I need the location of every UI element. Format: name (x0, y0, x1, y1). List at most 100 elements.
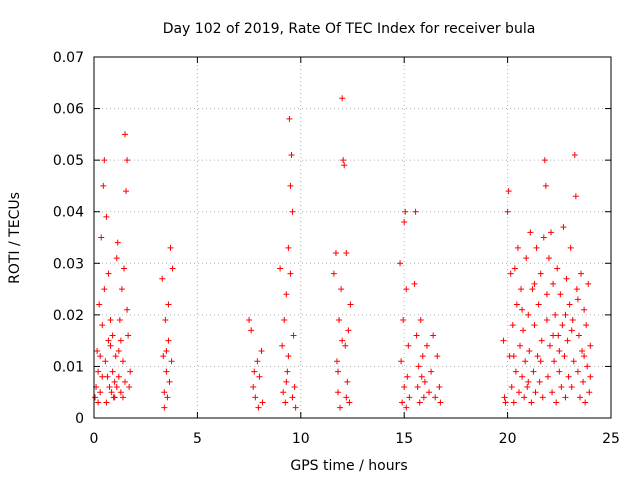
data-point (504, 208, 511, 215)
data-point (256, 373, 263, 380)
data-point (430, 332, 437, 339)
data-point (551, 358, 558, 365)
data-point (585, 280, 592, 287)
data-point (332, 249, 339, 256)
data-point (255, 404, 262, 411)
data-point (584, 363, 591, 370)
data-point (586, 389, 593, 396)
data-point (539, 394, 546, 401)
data-point (398, 358, 405, 365)
data-point (399, 399, 406, 406)
y-tick-label: 0.05 (53, 153, 84, 169)
data-point (531, 322, 538, 329)
data-point (415, 363, 422, 370)
data-point (338, 286, 345, 293)
data-point (336, 317, 343, 324)
data-point (163, 368, 170, 375)
data-point (555, 332, 562, 339)
data-point (127, 368, 134, 375)
x-tick-label: 20 (499, 431, 517, 447)
data-point (534, 353, 541, 360)
data-point (103, 399, 110, 406)
data-point (571, 151, 578, 158)
data-point (397, 260, 404, 267)
data-point (108, 389, 115, 396)
data-point (339, 337, 346, 344)
data-point (168, 358, 175, 365)
data-point (287, 182, 294, 189)
y-tick-label: 0.04 (53, 205, 84, 221)
data-point (561, 353, 568, 360)
data-point (405, 342, 412, 349)
data-point (426, 389, 433, 396)
y-tick-label: 0.06 (53, 102, 84, 118)
data-point (524, 384, 531, 391)
grid-lines (94, 57, 611, 418)
data-point (557, 291, 564, 298)
data-point (432, 394, 439, 401)
x-tick-label: 25 (602, 431, 620, 447)
data-point (574, 368, 581, 375)
y-axis-label: ROTI / TECUs (7, 192, 23, 284)
data-point (115, 373, 122, 380)
data-point (333, 358, 340, 365)
data-point (562, 311, 569, 318)
data-point (163, 347, 170, 354)
data-point (95, 399, 102, 406)
data-point (531, 280, 538, 287)
data-point (400, 317, 407, 324)
data-point (289, 394, 296, 401)
x-tick-label: 5 (193, 431, 202, 447)
data-point (122, 131, 129, 138)
data-point (95, 368, 102, 375)
data-point (126, 384, 133, 391)
data-point (520, 327, 527, 334)
data-point (107, 342, 114, 349)
data-point (527, 229, 534, 236)
data-point (282, 399, 289, 406)
y-tick-label: 0.01 (53, 359, 84, 375)
data-point (414, 384, 421, 391)
data-point (528, 399, 535, 406)
data-point (537, 270, 544, 277)
data-point (117, 337, 124, 344)
data-point (587, 342, 594, 349)
data-point (510, 399, 517, 406)
data-point (330, 270, 337, 277)
data-point (583, 322, 590, 329)
data-point (114, 239, 121, 246)
data-point (287, 270, 294, 277)
data-point (505, 188, 512, 195)
data-point (418, 373, 425, 380)
data-point (537, 358, 544, 365)
data-point (102, 358, 109, 365)
data-point (421, 378, 428, 385)
data-point (283, 291, 290, 298)
data-point (116, 317, 123, 324)
data-point (165, 301, 172, 308)
data-point (411, 280, 418, 287)
data-point (532, 389, 539, 396)
data-point (582, 399, 589, 406)
data-point (548, 229, 555, 236)
data-point (402, 208, 409, 215)
data-point (288, 151, 295, 158)
data-point (122, 378, 129, 385)
data-point (289, 208, 296, 215)
data-point (574, 296, 581, 303)
data-point (558, 384, 565, 391)
data-point (113, 255, 120, 262)
data-point (339, 95, 346, 102)
data-point (285, 244, 292, 251)
data-point (437, 399, 444, 406)
data-point (420, 394, 427, 401)
y-tick-label: 0 (75, 411, 84, 427)
data-point (546, 342, 553, 349)
data-point (549, 389, 556, 396)
data-point (166, 378, 173, 385)
data-point (419, 353, 426, 360)
x-tick-label: 15 (395, 431, 413, 447)
data-point (568, 384, 575, 391)
data-point (556, 347, 563, 354)
